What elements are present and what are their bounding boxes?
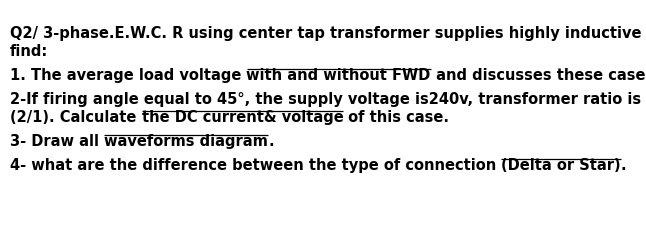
Text: and discusses these cases.: and discusses these cases. [431,68,646,83]
Text: find:: find: [10,44,48,59]
Text: .: . [621,157,627,172]
Text: Q2/ 3-phase.E.W.C. R using center tap transformer supplies highly inductive load: Q2/ 3-phase.E.W.C. R using center tap tr… [10,26,646,41]
Text: waveforms diagram: waveforms diagram [104,133,268,148]
Text: of this case.: of this case. [343,110,449,124]
Text: the DC current& voltage: the DC current& voltage [141,110,343,124]
Text: (2/1). Calculate: (2/1). Calculate [10,110,141,124]
Text: with and without FWD: with and without FWD [247,68,431,83]
Text: .: . [268,133,274,148]
Text: 4- what are the difference between the type of connection: 4- what are the difference between the t… [10,157,501,172]
Text: (Delta or Star): (Delta or Star) [501,157,621,172]
Text: 1. The average load voltage: 1. The average load voltage [10,68,247,83]
Text: 2-If firing angle equal to 45°, the supply voltage is240v, transformer ratio is: 2-If firing angle equal to 45°, the supp… [10,92,641,106]
Text: 3- Draw all: 3- Draw all [10,133,104,148]
